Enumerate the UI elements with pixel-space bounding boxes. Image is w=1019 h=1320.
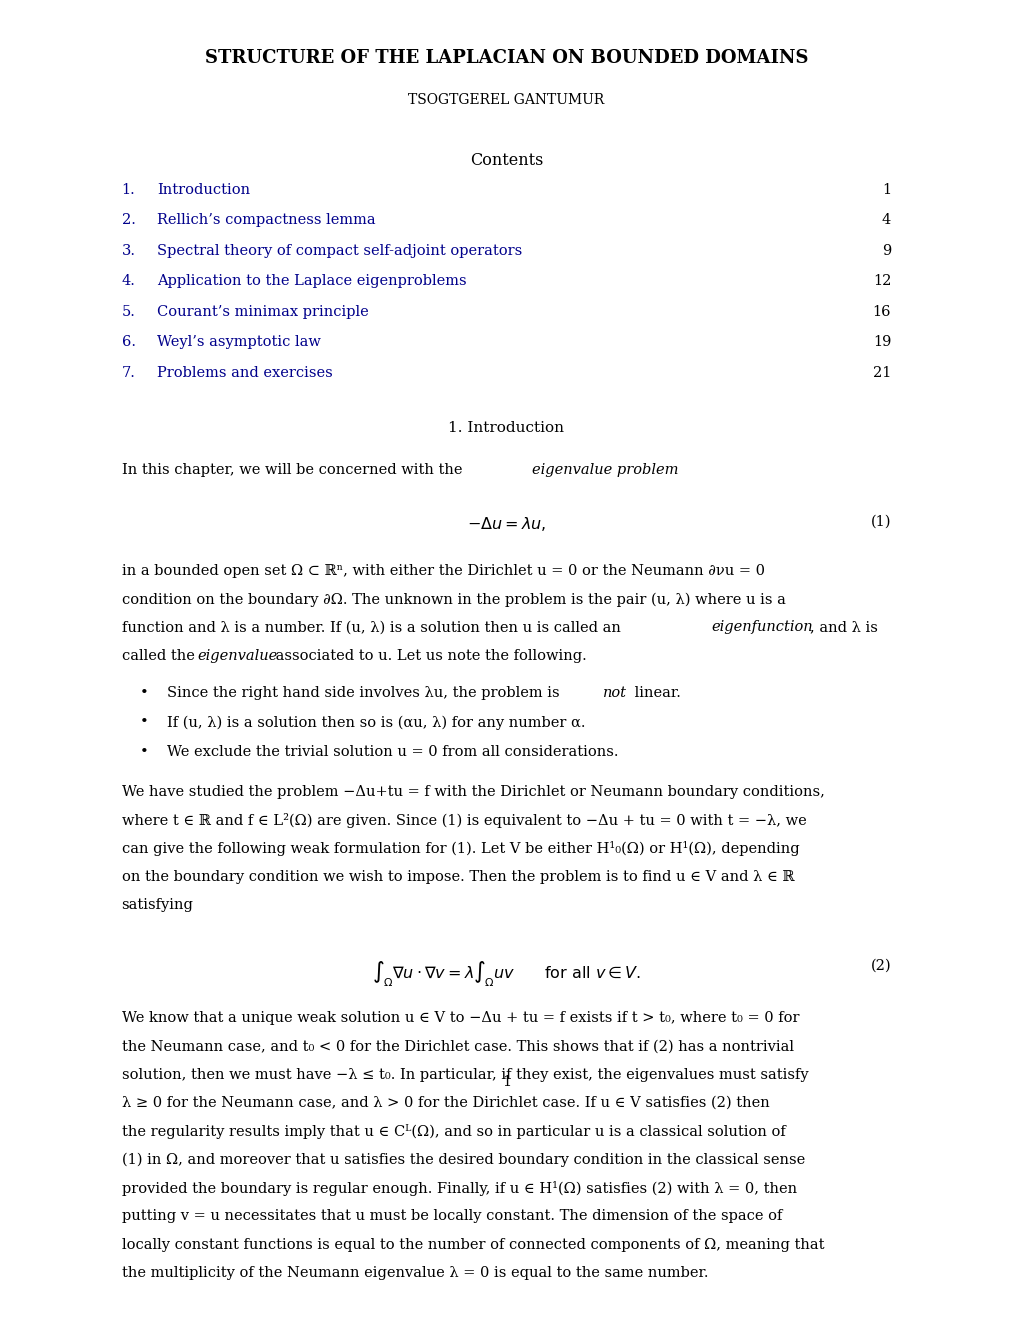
Text: the multiplicity of the Neumann eigenvalue λ = 0 is equal to the same number.: the multiplicity of the Neumann eigenval… [121, 1266, 707, 1280]
Text: 12: 12 [872, 275, 891, 288]
Text: on the boundary condition we wish to impose. Then the problem is to find u ∈ V a: on the boundary condition we wish to imp… [121, 870, 794, 883]
Text: 1.: 1. [121, 183, 136, 197]
Text: in a bounded open set Ω ⊂ ℝⁿ, with either the Dirichlet u = 0 or the Neumann ∂νu: in a bounded open set Ω ⊂ ℝⁿ, with eithe… [121, 564, 764, 578]
Text: 4: 4 [881, 214, 891, 227]
Text: eigenvalue: eigenvalue [198, 648, 277, 663]
Text: (2): (2) [870, 958, 891, 973]
Text: putting v = u necessitates that u must be locally constant. The dimension of the: putting v = u necessitates that u must b… [121, 1209, 782, 1224]
Text: function and λ is a number. If (u, λ) is a solution then u is called an: function and λ is a number. If (u, λ) is… [121, 620, 625, 635]
Text: Since the right hand side involves λu, the problem is: Since the right hand side involves λu, t… [167, 685, 564, 700]
Text: Introduction: Introduction [157, 183, 250, 197]
Text: 16: 16 [872, 305, 891, 318]
Text: (1) in Ω, and moreover that u satisfies the desired boundary condition in the cl: (1) in Ω, and moreover that u satisfies … [121, 1152, 804, 1167]
Text: 1. Introduction: 1. Introduction [448, 421, 564, 436]
Text: λ ≥ 0 for the Neumann case, and λ > 0 for the Dirichlet case. If u ∈ V satisfies: λ ≥ 0 for the Neumann case, and λ > 0 fo… [121, 1096, 768, 1110]
Text: Contents: Contents [469, 152, 542, 169]
Text: We know that a unique weak solution u ∈ V to −Δu + tu = f exists if t > t₀, wher: We know that a unique weak solution u ∈ … [121, 1011, 798, 1026]
Text: 5.: 5. [121, 305, 136, 318]
Text: 2.: 2. [121, 214, 136, 227]
Text: associated to u. Let us note the following.: associated to u. Let us note the followi… [271, 648, 587, 663]
Text: eigenfunction: eigenfunction [710, 620, 812, 635]
Text: In this chapter, we will be concerned with the: In this chapter, we will be concerned wi… [121, 462, 467, 477]
Text: where t ∈ ℝ and f ∈ L²(Ω) are given. Since (1) is equivalent to −Δu + tu = 0 wit: where t ∈ ℝ and f ∈ L²(Ω) are given. Sin… [121, 813, 805, 828]
Text: not: not [602, 685, 626, 700]
Text: Spectral theory of compact self-adjoint operators: Spectral theory of compact self-adjoint … [157, 244, 522, 257]
Text: We have studied the problem −Δu+tu = f with the Dirichlet or Neumann boundary co: We have studied the problem −Δu+tu = f w… [121, 785, 823, 799]
Text: 7.: 7. [121, 366, 136, 380]
Text: 4.: 4. [121, 275, 136, 288]
Text: 9: 9 [881, 244, 891, 257]
Text: the Neumann case, and t₀ < 0 for the Dirichlet case. This shows that if (2) has : the Neumann case, and t₀ < 0 for the Dir… [121, 1039, 793, 1053]
Text: called the: called the [121, 648, 199, 663]
Text: Application to the Laplace eigenproblems: Application to the Laplace eigenproblems [157, 275, 466, 288]
Text: Problems and exercises: Problems and exercises [157, 366, 332, 380]
Text: the regularity results imply that u ∈ Cᴸ(Ω), and so in particular u is a classic: the regularity results imply that u ∈ Cᴸ… [121, 1125, 785, 1139]
Text: STRUCTURE OF THE LAPLACIAN ON BOUNDED DOMAINS: STRUCTURE OF THE LAPLACIAN ON BOUNDED DO… [205, 49, 807, 67]
Text: condition on the boundary ∂Ω. The unknown in the problem is the pair (u, λ) wher: condition on the boundary ∂Ω. The unknow… [121, 593, 785, 606]
Text: linear.: linear. [630, 685, 680, 700]
Text: Weyl’s asymptotic law: Weyl’s asymptotic law [157, 335, 321, 350]
Text: satisfying: satisfying [121, 898, 194, 912]
Text: $-\Delta u = \lambda u,$: $-\Delta u = \lambda u,$ [467, 515, 545, 533]
Text: We exclude the trivial solution u = 0 from all considerations.: We exclude the trivial solution u = 0 fr… [167, 744, 618, 759]
Text: If (u, λ) is a solution then so is (αu, λ) for any number α.: If (u, λ) is a solution then so is (αu, … [167, 715, 585, 730]
Text: solution, then we must have −λ ≤ t₀. In particular, if they exist, the eigenvalu: solution, then we must have −λ ≤ t₀. In … [121, 1068, 807, 1082]
Text: •: • [140, 685, 148, 700]
Text: •: • [140, 715, 148, 729]
Text: 6.: 6. [121, 335, 136, 350]
Text: •: • [140, 744, 148, 759]
Text: , and λ is: , and λ is [809, 620, 877, 635]
Text: (1): (1) [870, 515, 891, 529]
Text: locally constant functions is equal to the number of connected components of Ω, : locally constant functions is equal to t… [121, 1238, 823, 1251]
Text: $\int_{\Omega} \nabla u \cdot \nabla v = \lambda \int_{\Omega} uv \qquad \text{f: $\int_{\Omega} \nabla u \cdot \nabla v =… [372, 958, 640, 989]
Text: 1: 1 [881, 183, 891, 197]
Text: 19: 19 [872, 335, 891, 350]
Text: 21: 21 [872, 366, 891, 380]
Text: 1: 1 [501, 1076, 511, 1089]
Text: TSOGTGEREL GANTUMUR: TSOGTGEREL GANTUMUR [408, 92, 604, 107]
Text: Courant’s minimax principle: Courant’s minimax principle [157, 305, 368, 318]
Text: 3.: 3. [121, 244, 136, 257]
Text: can give the following weak formulation for (1). Let V be either H¹₀(Ω) or H¹(Ω): can give the following weak formulation … [121, 841, 798, 857]
Text: Rellich’s compactness lemma: Rellich’s compactness lemma [157, 214, 375, 227]
Text: eigenvalue problem: eigenvalue problem [531, 462, 678, 477]
Text: provided the boundary is regular enough. Finally, if u ∈ H¹(Ω) satisfies (2) wit: provided the boundary is regular enough.… [121, 1181, 796, 1196]
